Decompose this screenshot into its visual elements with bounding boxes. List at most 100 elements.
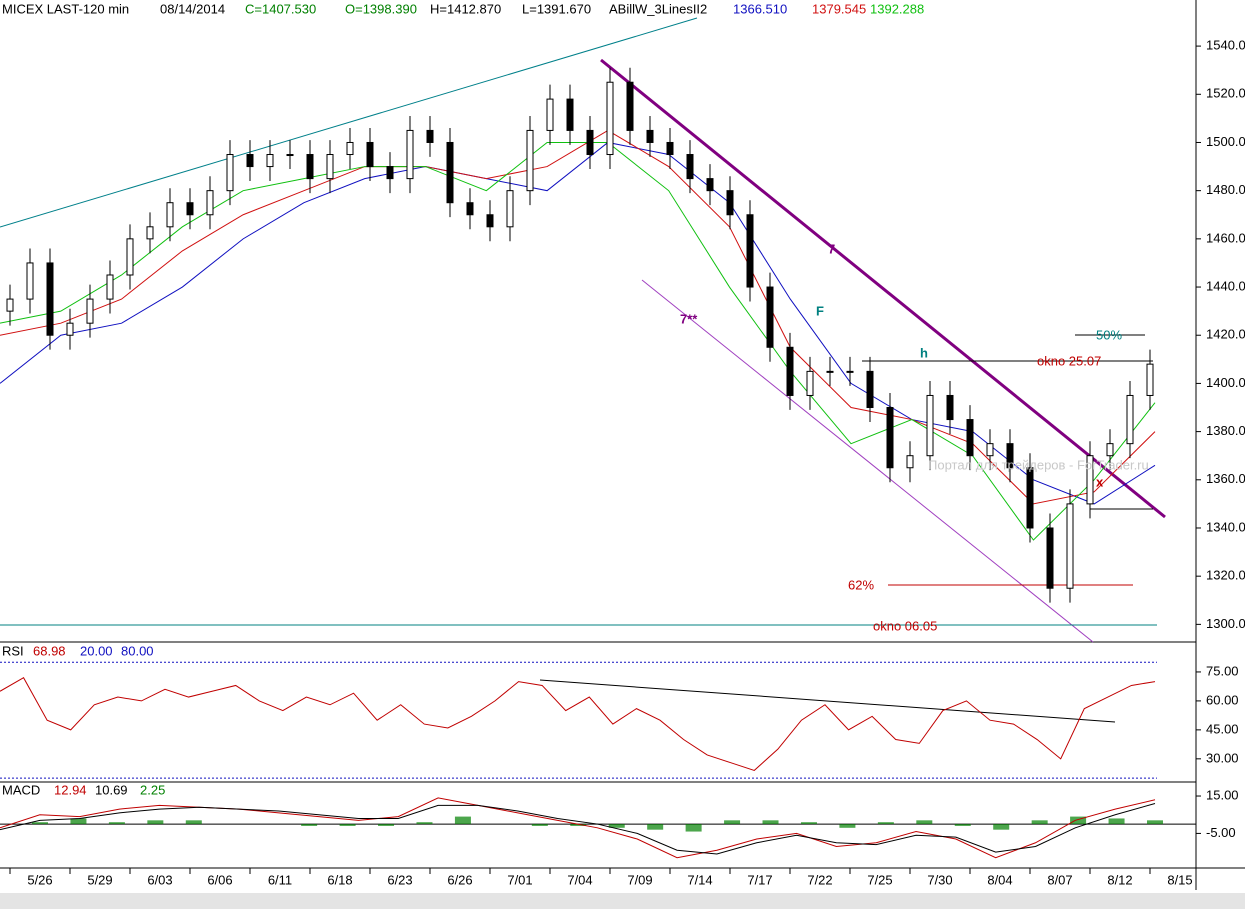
candle-body: [186, 202, 194, 216]
candle-body: [1146, 363, 1154, 396]
histogram-bar: [1070, 816, 1087, 825]
rsi-trend-line: [539, 679, 1116, 723]
annotation: 50%: [1096, 327, 1122, 342]
candle-body: [766, 286, 774, 348]
histogram-bar: [993, 824, 1010, 830]
trend-line: [600, 58, 1166, 519]
y-tick-label: 1480.00: [1206, 182, 1245, 197]
annotation: x: [1096, 474, 1104, 489]
candle-body: [1126, 394, 1134, 445]
candle-body: [1086, 455, 1094, 505]
scroll-bar: [0, 893, 1245, 909]
histogram-bar: [1031, 820, 1048, 825]
x-tick-label: 8/15: [1167, 872, 1192, 887]
candle-body: [606, 81, 614, 156]
indicator-name: ABillW_3LinesII2: [609, 1, 707, 16]
x-tick-label: 7/25: [867, 872, 892, 887]
histogram-bar: [839, 824, 856, 828]
candle-body: [466, 202, 474, 216]
rsi-level: 80.00: [121, 643, 154, 658]
x-tick-label: 6/26: [447, 872, 472, 887]
x-tick-label: 5/29: [87, 872, 112, 887]
x-tick-label: 7/09: [627, 872, 652, 887]
candle-body: [166, 202, 174, 228]
y-tick-label: 1400.00: [1206, 375, 1245, 390]
rsi-title: RSI: [2, 643, 24, 658]
candle-body: [26, 262, 34, 300]
y-tick-label: 1520.00: [1206, 86, 1245, 101]
x-tick-label: 7/01: [507, 872, 532, 887]
candle-body: [226, 154, 234, 192]
y-tick-label: 60.00: [1206, 692, 1239, 707]
candle-body: [126, 238, 134, 276]
x-tick-label: 8/04: [987, 872, 1012, 887]
histogram-bar: [70, 818, 87, 825]
candle-body: [806, 370, 814, 396]
moving-average: [0, 141, 1156, 541]
candle-body: [406, 129, 414, 180]
candle-body: [446, 141, 454, 204]
indicator-line: [0, 677, 1156, 771]
candle-body: [486, 214, 494, 228]
indicator-line: [0, 803, 1156, 855]
histogram-bar: [762, 820, 779, 825]
rsi-value: 68.98: [33, 643, 66, 658]
y-tick-label: 1540.00: [1206, 38, 1245, 53]
histogram-bar: [608, 824, 625, 828]
x-tick-label: 7/17: [747, 872, 772, 887]
candle-body: [626, 81, 634, 131]
histogram-bar: [378, 824, 395, 826]
candle-body: [846, 370, 854, 373]
ma-value: 1379.545: [812, 1, 866, 16]
histogram-bar: [954, 824, 971, 826]
candle-body: [646, 129, 654, 143]
candle-body: [706, 178, 714, 192]
quote: O=1398.390: [345, 1, 417, 16]
candle-body: [1026, 467, 1034, 529]
candle-body: [926, 394, 934, 457]
x-tick-label: 6/18: [327, 872, 352, 887]
histogram-bar: [32, 822, 48, 825]
candle-body: [1066, 503, 1074, 589]
candle-body: [906, 455, 914, 469]
candle-body: [86, 298, 94, 324]
candle-body: [586, 129, 594, 156]
candle-body: [326, 154, 334, 180]
candle-body: [666, 141, 674, 156]
moving-average: [0, 129, 1156, 505]
annotation: 62%: [848, 577, 874, 592]
y-tick-label: 75.00: [1206, 663, 1239, 678]
candle-body: [826, 370, 834, 373]
candle-body: [6, 298, 14, 312]
x-tick-label: 6/03: [147, 872, 172, 887]
quote: L=1391.670: [522, 1, 591, 16]
x-tick-label: 5/26: [27, 872, 52, 887]
histogram-bar: [724, 820, 741, 825]
y-tick-label: 15.00: [1206, 787, 1239, 802]
histogram-bar: [454, 816, 471, 825]
y-tick-label: 45.00: [1206, 721, 1239, 736]
date: 08/14/2014: [160, 1, 225, 16]
y-tick-label: 1440.00: [1206, 278, 1245, 293]
candle-body: [986, 443, 994, 457]
macd-value: 12.94: [54, 782, 87, 797]
y-tick-label: 1500.00: [1206, 134, 1245, 149]
histogram-bar: [685, 824, 702, 832]
candle-body: [346, 141, 354, 156]
candle-body: [886, 407, 894, 469]
candle-body: [946, 394, 954, 421]
annotation: h: [920, 345, 928, 360]
annotation: Портал для трейдеров - ForTrader.ru: [928, 457, 1149, 472]
x-tick-label: 7/14: [687, 872, 712, 887]
candle-body: [66, 322, 74, 336]
y-tick-label: 1340.00: [1206, 519, 1245, 534]
annotation: 7**: [680, 311, 698, 326]
x-tick-label: 8/07: [1047, 872, 1072, 887]
candle-body: [146, 226, 154, 240]
x-tick-label: 6/06: [207, 872, 232, 887]
candle-body: [386, 166, 394, 180]
x-tick-label: 6/23: [387, 872, 412, 887]
signal-value: 10.69: [95, 782, 128, 797]
